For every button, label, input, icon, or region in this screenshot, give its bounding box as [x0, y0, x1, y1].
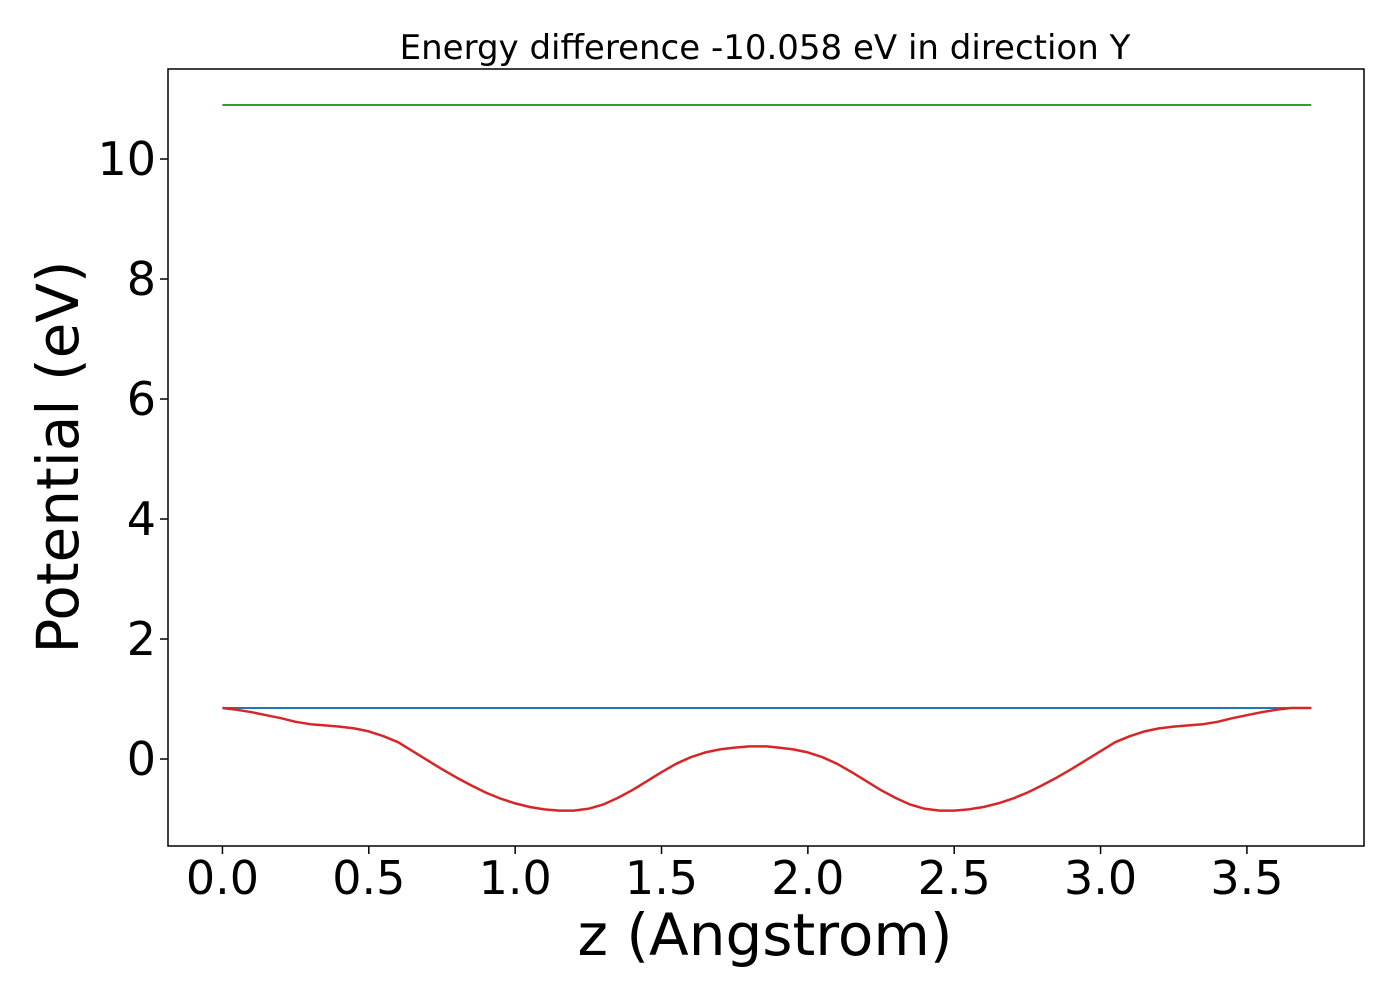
y-tick-label: 8: [127, 252, 156, 306]
x-tick-label: 3.0: [1064, 851, 1137, 905]
x-axis: 0.0 0.5 1.0 1.5 2.0 2.5 3.0 3.5: [186, 846, 1283, 905]
series-line-2: [222, 706, 1312, 812]
x-tick-label: 1.5: [625, 851, 698, 905]
y-axis: 0 2 4 6 8 10: [97, 132, 168, 786]
x-tick-label: 2.5: [918, 851, 991, 905]
y-tick-label: 4: [127, 492, 156, 546]
plot-frame: [167, 68, 1365, 847]
y-axis-label: Potential (eV): [24, 260, 92, 653]
chart-title: Energy difference -10.058 eV in directio…: [400, 28, 1131, 68]
y-tick-label: 2: [127, 612, 156, 666]
x-tick-label: 3.5: [1210, 851, 1283, 905]
x-tick-label: 2.0: [771, 851, 844, 905]
x-axis-label: z (Angstrom): [578, 901, 953, 969]
y-tick-label: 6: [127, 372, 156, 426]
x-tick-label: 1.0: [479, 851, 552, 905]
x-tick-label: 0.5: [332, 851, 405, 905]
y-tick-label: 0: [127, 732, 156, 786]
x-tick-label: 0.0: [186, 851, 259, 905]
series-layer: [222, 104, 1312, 812]
y-tick-label: 10: [97, 132, 156, 186]
